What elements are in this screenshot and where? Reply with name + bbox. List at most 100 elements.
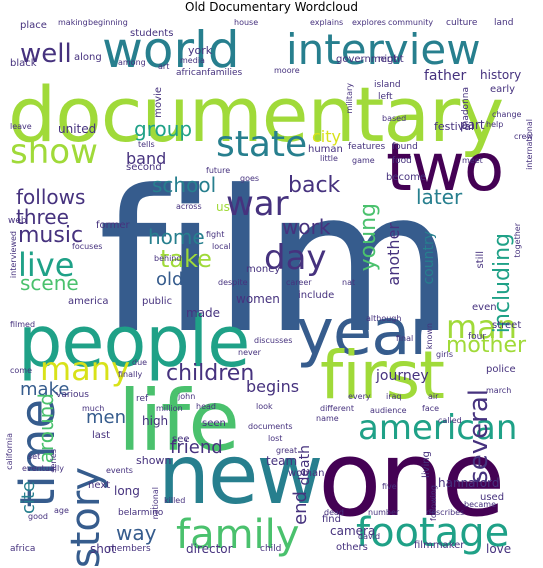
word-united: united — [58, 122, 97, 136]
word-woman: woman — [288, 468, 325, 479]
word-group: group — [134, 117, 193, 141]
word-food: food — [392, 156, 412, 166]
word-women: women — [236, 292, 280, 306]
word-shot: shot — [90, 542, 116, 556]
word-include: include — [298, 290, 335, 301]
word-take: take — [160, 245, 212, 273]
word-home: home — [148, 225, 205, 249]
word-state: state — [216, 124, 308, 165]
word-dead: dead — [324, 508, 344, 517]
word-public: public — [142, 296, 173, 307]
word-international: international — [525, 119, 534, 170]
word-explores: explores — [352, 18, 386, 27]
word-due: due — [132, 358, 148, 367]
word-along: along — [74, 52, 102, 63]
word-girls: girls — [436, 350, 453, 359]
word-young: young — [356, 203, 381, 272]
word-across: across — [176, 202, 202, 211]
word-film: film — [98, 149, 455, 377]
word-documents: documents — [248, 422, 293, 431]
word-various: various — [56, 390, 89, 400]
word-place: place — [20, 20, 47, 31]
word-filmmaker: filmmaker — [414, 540, 465, 551]
word-web: web — [8, 216, 27, 226]
word-among: among — [118, 58, 146, 67]
word-island: island — [374, 80, 401, 90]
word-family: family — [176, 512, 300, 558]
word-africanfamilies: africanfamilies — [176, 68, 243, 78]
word-father: father — [424, 68, 467, 84]
word-find: find — [322, 514, 341, 525]
word-music: music — [18, 223, 84, 248]
word-march: march — [486, 386, 512, 395]
word-look: look — [256, 402, 273, 411]
word-back: back — [288, 173, 341, 198]
word-number: number — [368, 508, 400, 517]
word-long: long — [114, 484, 140, 498]
word-become: become — [386, 172, 427, 183]
word-never: never — [238, 348, 261, 357]
word-later: later — [416, 185, 463, 209]
word-great: great — [276, 446, 298, 455]
word-art: art — [158, 62, 170, 71]
word-york: york — [188, 44, 213, 57]
word-next: next — [88, 480, 111, 491]
word-seen: seen — [202, 418, 226, 429]
word-although: although — [366, 314, 402, 323]
word-military: military — [345, 83, 354, 114]
word-based: based — [382, 114, 407, 123]
word-tells: tells — [138, 140, 155, 149]
word-begins: begins — [246, 377, 300, 396]
word-features: features — [348, 142, 386, 152]
word-one: one — [318, 418, 506, 540]
word-known: known — [425, 323, 434, 350]
word-another: another — [384, 223, 403, 286]
word-end: end — [290, 491, 311, 525]
word-africa: africa — [10, 544, 36, 554]
word-still: still — [475, 251, 486, 269]
word-much: much — [82, 404, 105, 413]
word-career: career — [286, 278, 312, 287]
word-mother: mother — [446, 333, 527, 358]
word-focuses: focuses — [72, 242, 103, 251]
word-events: events — [106, 466, 133, 475]
word-way: way — [116, 521, 157, 545]
word-life: life — [118, 372, 240, 470]
word-band: band — [126, 149, 167, 168]
word-us: us — [216, 200, 230, 214]
word-well: well — [20, 39, 72, 69]
word-left: left — [378, 92, 393, 102]
word-director: director — [186, 542, 233, 556]
word-final: final — [396, 334, 414, 343]
word-team: team — [266, 454, 298, 468]
word-come: come — [10, 366, 33, 375]
word-became: became — [464, 500, 497, 509]
word-david: david — [358, 532, 381, 541]
word-street: street — [492, 320, 522, 331]
word-war: war — [226, 184, 289, 224]
word-history: history — [480, 68, 522, 82]
word-day: day — [264, 238, 327, 278]
word-former: former — [96, 220, 130, 231]
word-show: show — [10, 132, 98, 172]
word-live: live — [18, 246, 75, 284]
word-early: early — [490, 84, 516, 95]
word-country: country — [421, 231, 437, 285]
word-follows: follows — [16, 185, 86, 209]
word-killed: killed — [164, 496, 186, 505]
word-love: love — [486, 542, 512, 556]
word-two: two — [386, 129, 504, 206]
word-students: students — [130, 28, 174, 39]
word-made: made — [186, 306, 221, 320]
word-death: death — [297, 445, 313, 486]
word-set: set — [28, 452, 41, 461]
word-old: old — [156, 269, 184, 290]
word-night: night — [378, 54, 404, 65]
word-despite: despite — [218, 278, 248, 287]
word-police: police — [486, 364, 516, 375]
word-different: different — [320, 404, 354, 413]
word-making: making — [58, 18, 88, 27]
chart-title: Old Documentary Wordcloud — [185, 0, 358, 14]
word-audience: audience — [370, 406, 407, 415]
word-nat: nat — [342, 278, 356, 287]
